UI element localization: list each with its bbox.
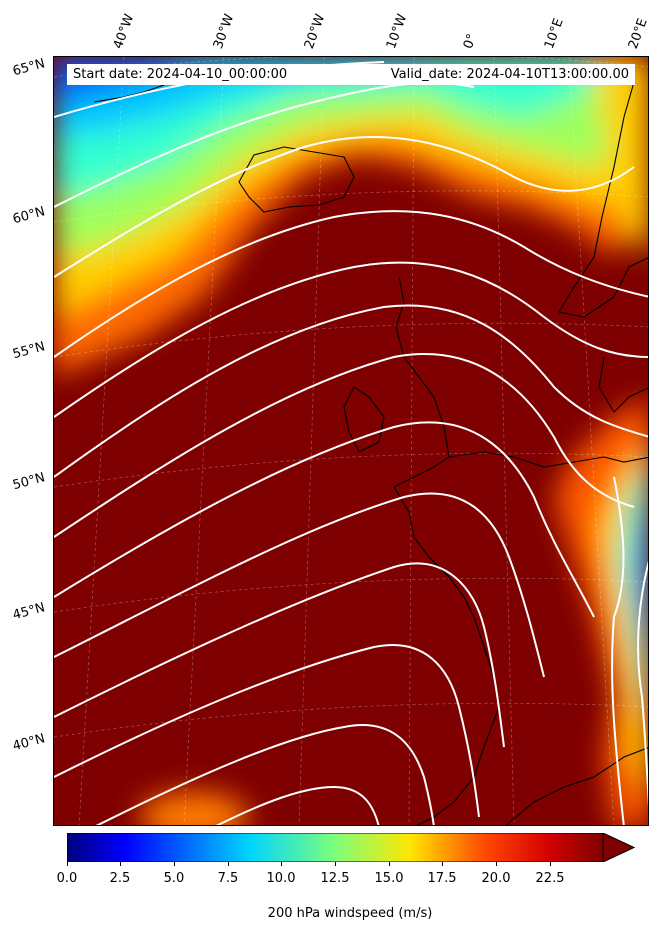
colorbar-tick-label: 22.5: [535, 871, 565, 886]
streamlines: [54, 61, 648, 825]
colorbar-tickmark: [67, 862, 68, 866]
wind-field-map: [54, 57, 648, 825]
colorbar-tickmark: [389, 862, 390, 866]
colorbar-label: 200 hPa windspeed (m/s): [267, 906, 433, 921]
colorbar-tickmark: [496, 862, 497, 866]
colorbar-tick-label: 20.0: [481, 871, 511, 886]
colorbar-tickmark: [174, 862, 175, 866]
lat-label-60n: 60°N: [11, 204, 47, 228]
colorbar-tick-label: 0.0: [56, 871, 78, 886]
colorbar-tick-label: 15.0: [374, 871, 404, 886]
colorbar-tickmark: [120, 862, 121, 866]
colorbar-tickmark: [550, 862, 551, 866]
lon-label-0: 0°: [460, 31, 481, 51]
colorbar-tick-label: 2.5: [109, 871, 131, 886]
lon-label-40w: 40°W: [110, 12, 138, 51]
lon-label-10e: 10°E: [541, 16, 567, 51]
valid-date-label: Valid_date: 2024-04-10T13:00:00.00: [390, 67, 629, 82]
map-panel: [53, 56, 649, 826]
colorbar: [67, 833, 635, 862]
lat-label-40n: 40°N: [11, 731, 47, 755]
colorbar-gradient: [67, 833, 604, 862]
colorbar-extend-arrow: [602, 833, 635, 862]
colorbar-tick-label: 10.0: [266, 871, 296, 886]
colorbar-tick-label: 7.5: [217, 871, 239, 886]
info-bar: Start date: 2024-04-10_00:00:00 Valid_da…: [67, 64, 635, 85]
start-date-label: Start date: 2024-04-10_00:00:00: [73, 67, 288, 82]
lat-label-45n: 45°N: [11, 600, 47, 624]
lon-label-20e: 20°E: [625, 16, 651, 51]
colorbar-tickmark: [442, 862, 443, 866]
colorbar-tick-label: 17.5: [427, 871, 457, 886]
colorbar-tickmark: [281, 862, 282, 866]
lat-label-50n: 50°N: [11, 470, 47, 494]
lon-label-30w: 30°W: [210, 12, 238, 51]
colorbar-tickmark: [228, 862, 229, 866]
lon-label-20w: 20°W: [301, 12, 329, 51]
colorbar-tickmark: [335, 862, 336, 866]
lat-label-55n: 55°N: [11, 339, 47, 363]
colorbar-tick-label: 5.0: [163, 871, 185, 886]
colorbar-tick-label: 12.5: [320, 871, 350, 886]
coastlines: [93, 81, 648, 825]
lon-label-10w: 10°W: [383, 12, 411, 51]
lat-label-65n: 65°N: [11, 56, 47, 80]
